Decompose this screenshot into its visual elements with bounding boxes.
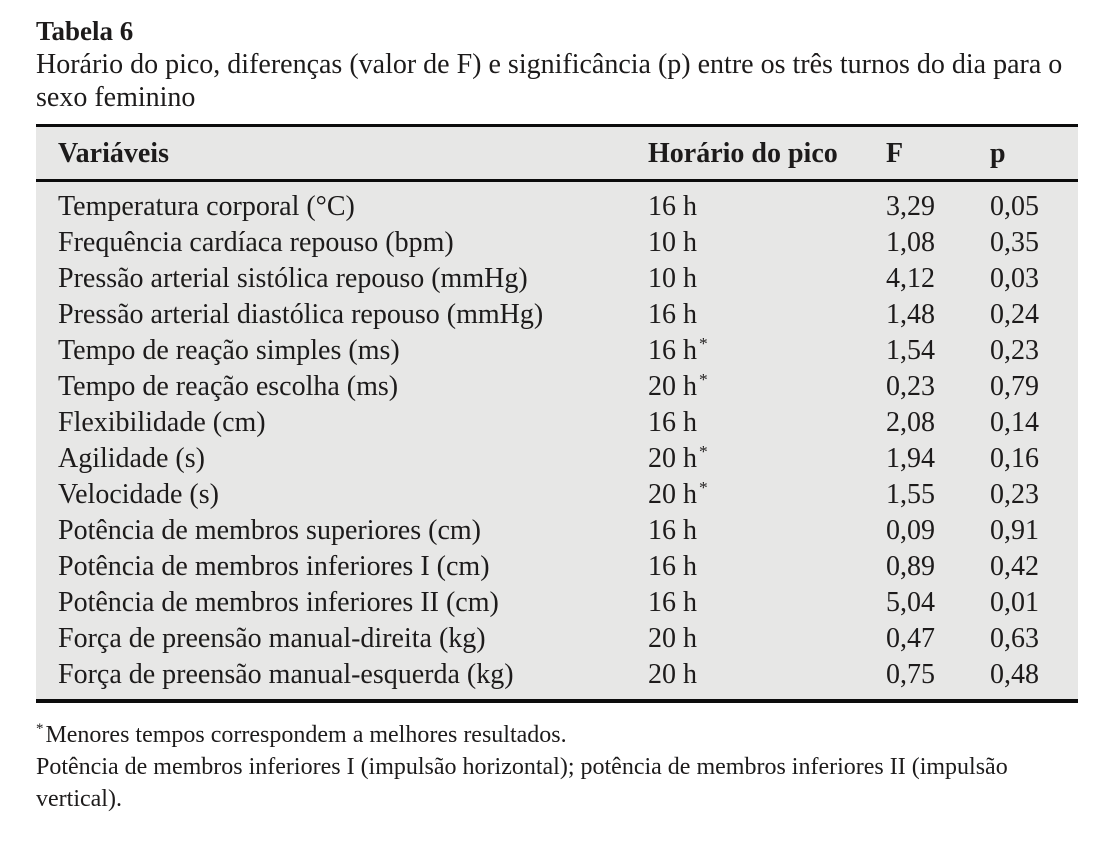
cell-f-value: 0,23 bbox=[886, 371, 935, 402]
cell-horario: 10 h bbox=[648, 227, 697, 258]
cell-p-value: 0,35 bbox=[990, 227, 1039, 258]
column-header-f: F bbox=[886, 138, 904, 169]
cell-f-value: 0,09 bbox=[886, 515, 935, 546]
cell-p-value: 0,23 bbox=[990, 335, 1039, 366]
cell-f-value: 1,48 bbox=[886, 299, 935, 330]
cell-variavel: Temperatura corporal (°C) bbox=[58, 191, 355, 222]
cell-variavel: Força de preensão manual-direita (kg) bbox=[58, 623, 486, 654]
table-row: Força de preensão manual-direita (kg) 20 … bbox=[36, 621, 1078, 657]
cell-horario: 16 h * bbox=[648, 333, 708, 366]
column-header-horario-do-pico: Horário do pico bbox=[648, 138, 838, 169]
cell-f-value: 5,04 bbox=[886, 587, 935, 618]
cell-f-value: 1,55 bbox=[886, 479, 935, 510]
cell-f-value: 0,89 bbox=[886, 551, 935, 582]
cell-variavel: Flexibilidade (cm) bbox=[58, 407, 266, 438]
table-row: Potência de membros inferiores II (cm) 16… bbox=[36, 585, 1078, 621]
cell-p-value: 0,03 bbox=[990, 263, 1039, 294]
cell-f-value: 3,29 bbox=[886, 191, 935, 222]
cell-variavel: Tempo de reação escolha (ms) bbox=[58, 371, 399, 402]
cell-horario: 20 h bbox=[648, 659, 697, 690]
cell-horario: 16 h bbox=[648, 407, 697, 438]
cell-horario: 20 h * bbox=[648, 477, 708, 510]
cell-variavel: Pressão arterial diastólica repouso (mmH… bbox=[58, 299, 544, 330]
table-body: Temperatura corporal (°C) 16 h 3,29 0,05 Fre… bbox=[36, 182, 1078, 699]
footnote-text: Potência de membros inferiores I (impuls… bbox=[36, 754, 1008, 812]
cell-variavel: Velocidade (s) bbox=[58, 479, 219, 510]
cell-p-value: 0,91 bbox=[990, 515, 1039, 546]
asterisk-marker: * bbox=[699, 369, 708, 389]
cell-f-value: 2,08 bbox=[886, 407, 935, 438]
cell-f-value: 0,75 bbox=[886, 659, 935, 690]
cell-variavel: Potência de membros superiores (cm) bbox=[58, 515, 481, 546]
cell-f-value: 4,12 bbox=[886, 263, 935, 294]
cell-p-value: 0,16 bbox=[990, 443, 1039, 474]
table-label: Tabela 6 bbox=[36, 16, 134, 46]
footnote: *Menores tempos correspondem a melhores … bbox=[36, 719, 1078, 751]
table-row: Tempo de reação escolha (ms) 20 h * 0,23 0,7… bbox=[36, 369, 1078, 405]
table-footnotes: *Menores tempos correspondem a melhores … bbox=[36, 719, 1078, 815]
footnote-text: Menores tempos correspondem a melhores r… bbox=[45, 722, 567, 748]
cell-horario: 16 h bbox=[648, 515, 697, 546]
cell-p-value: 0,63 bbox=[990, 623, 1039, 654]
table-row: Potência de membros superiores (cm) 16 h 0… bbox=[36, 513, 1078, 549]
table-caption: Horário do pico, diferenças (valor de F)… bbox=[36, 49, 1063, 113]
cell-p-value: 0,01 bbox=[990, 587, 1039, 618]
cell-p-value: 0,79 bbox=[990, 371, 1039, 402]
table-row: Força de preensão manual-esquerda (kg) 20… bbox=[36, 657, 1078, 693]
cell-horario: 16 h bbox=[648, 191, 697, 222]
table-row: Frequência cardíaca repouso (bpm) 10 h 1,0… bbox=[36, 225, 1078, 261]
cell-variavel: Agilidade (s) bbox=[58, 443, 205, 474]
column-header-variaveis: Variáveis bbox=[58, 138, 169, 169]
cell-horario: 16 h bbox=[648, 299, 697, 330]
table-row: Potência de membros inferiores I (cm) 16 … bbox=[36, 549, 1078, 585]
cell-p-value: 0,24 bbox=[990, 299, 1039, 330]
asterisk-marker: * bbox=[36, 721, 44, 737]
cell-f-value: 1,94 bbox=[886, 443, 935, 474]
column-header-p: p bbox=[990, 138, 1006, 169]
cell-f-value: 1,08 bbox=[886, 227, 935, 258]
table-header-row: Variáveis Horário do pico F p bbox=[36, 127, 1078, 182]
cell-p-value: 0,42 bbox=[990, 551, 1039, 582]
cell-horario: 20 h bbox=[648, 623, 697, 654]
cell-variavel: Potência de membros inferiores I (cm) bbox=[58, 551, 490, 582]
table-row: Pressão arterial diastólica repouso (mmH… bbox=[36, 297, 1078, 333]
asterisk-marker: * bbox=[699, 441, 708, 461]
cell-variavel: Frequência cardíaca repouso (bpm) bbox=[58, 227, 454, 258]
cell-horario: 20 h * bbox=[648, 369, 708, 402]
cell-horario: 10 h bbox=[648, 263, 697, 294]
cell-variavel: Tempo de reação simples (ms) bbox=[58, 335, 400, 366]
cell-p-value: 0,23 bbox=[990, 479, 1039, 510]
data-table: Variáveis Horário do pico F p Temperatur… bbox=[36, 124, 1078, 703]
asterisk-marker: * bbox=[699, 477, 708, 497]
cell-horario: 16 h bbox=[648, 551, 697, 582]
table-row: Tempo de reação simples (ms) 16 h * 1,54 0,2… bbox=[36, 333, 1078, 369]
asterisk-marker: * bbox=[699, 333, 708, 353]
cell-f-value: 1,54 bbox=[886, 335, 935, 366]
cell-p-value: 0,48 bbox=[990, 659, 1039, 690]
table-row: Agilidade (s) 20 h * 1,94 0,16 bbox=[36, 441, 1078, 477]
cell-variavel: Força de preensão manual-esquerda (kg) bbox=[58, 659, 514, 690]
cell-p-value: 0,14 bbox=[990, 407, 1039, 438]
table-row: Pressão arterial sistólica repouso (mmHg… bbox=[36, 261, 1078, 297]
cell-p-value: 0,05 bbox=[990, 191, 1039, 222]
cell-horario: 20 h * bbox=[648, 441, 708, 474]
table-row: Flexibilidade (cm) 16 h 2,08 0,14 bbox=[36, 405, 1078, 441]
table-row: Temperatura corporal (°C) 16 h 3,29 0,05 bbox=[36, 189, 1078, 225]
table-row: Velocidade (s) 20 h * 1,55 0,23 bbox=[36, 477, 1078, 513]
cell-variavel: Potência de membros inferiores II (cm) bbox=[58, 587, 499, 618]
cell-f-value: 0,47 bbox=[886, 623, 935, 654]
footnote: Potência de membros inferiores I (impuls… bbox=[36, 751, 1078, 815]
cell-variavel: Pressão arterial sistólica repouso (mmHg… bbox=[58, 263, 528, 294]
cell-horario: 16 h bbox=[648, 587, 697, 618]
